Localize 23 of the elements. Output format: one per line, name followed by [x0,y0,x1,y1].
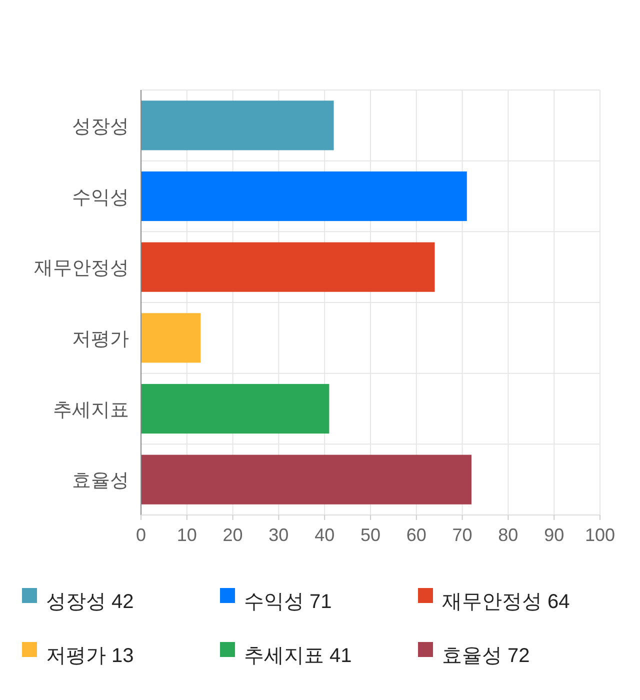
x-tick-label: 100 [584,525,616,545]
x-tick-label: 90 [544,525,564,545]
x-tick-label: 70 [452,525,472,545]
x-tick-label: 80 [498,525,518,545]
y-tick-label: 추세지표 [53,400,129,421]
y-tick-label: 효율성 [72,470,129,492]
x-tick-label: 40 [314,525,335,545]
x-tick-label: 60 [406,525,426,545]
legend-label: 재무안정성 64 [442,591,570,613]
x-tick-label: 20 [222,525,243,545]
legend-label: 성장성 42 [46,591,134,613]
y-tick-label: 재무안정성 [34,258,129,280]
legend-label: 추세지표 41 [244,645,352,667]
x-tick-label: 0 [136,525,146,545]
y-tick-label: 수익성 [72,187,129,208]
x-tick-label: 30 [268,525,289,545]
legend-label: 저평가 13 [46,645,134,667]
legend-label: 수익성 71 [244,591,332,613]
y-tick-label: 저평가 [72,328,129,350]
legend-label: 효율성 72 [442,645,530,667]
y-tick-label: 성장성 [72,116,129,138]
x-tick-label: 10 [176,525,197,545]
x-tick-label: 50 [360,525,381,545]
